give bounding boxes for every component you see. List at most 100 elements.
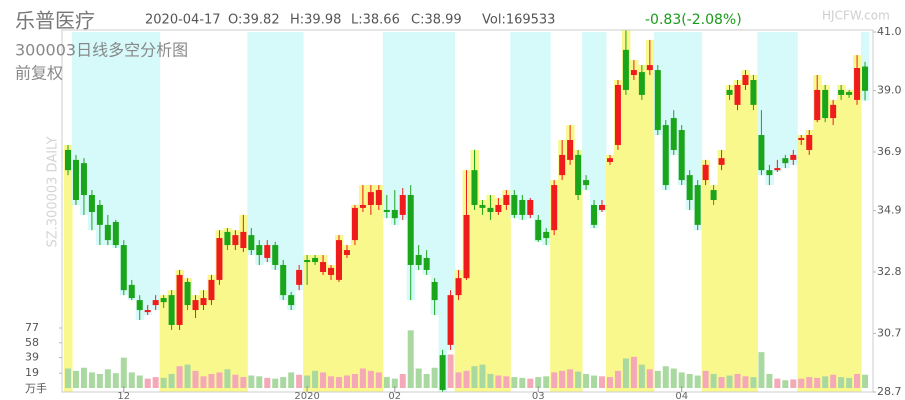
candle-body (734, 84, 741, 105)
candle-body (72, 159, 79, 200)
bear-zone (87, 32, 97, 231)
candle-body (591, 204, 598, 225)
volume-bar (128, 372, 135, 388)
y-tick-label: 30.7 (877, 326, 902, 339)
bull-zone (366, 185, 376, 392)
candle-body (758, 135, 765, 171)
volume-bar (120, 357, 127, 388)
bull-zone (637, 65, 647, 392)
candle-body (567, 140, 574, 160)
candle-body (439, 355, 446, 390)
date: 2020-04-17 (145, 13, 221, 28)
volume-bar (224, 369, 231, 388)
volume-bar (367, 370, 374, 388)
volume-bar (862, 374, 869, 388)
bull-zone (454, 269, 464, 392)
candle-body (750, 80, 757, 105)
volume-bar (65, 368, 71, 388)
bull-zone (805, 130, 814, 393)
bear-zone (255, 32, 264, 265)
candle-body (543, 231, 550, 239)
candle-body (128, 284, 135, 299)
volume-bar (256, 376, 263, 388)
volume-bar (304, 375, 311, 388)
candle-body (614, 84, 621, 145)
y-tick-label: 39.0 (877, 84, 902, 97)
volume-bar (264, 377, 271, 388)
candle-body (304, 260, 311, 263)
volume-bar (112, 373, 119, 388)
bull-zone (829, 99, 838, 392)
candle-body (551, 185, 558, 231)
candle-body (415, 255, 422, 265)
bear-zone (789, 32, 798, 165)
candle-body (782, 158, 789, 164)
volume-bar (136, 375, 143, 388)
bull-zone (741, 70, 750, 393)
bear-zone (542, 32, 551, 246)
volume-bar (527, 378, 534, 388)
candle-body (559, 154, 566, 176)
bull-zone (335, 235, 344, 392)
bull-zone (191, 295, 201, 392)
bull-zone (813, 75, 822, 393)
bull-zone (853, 55, 862, 393)
bear-zone (781, 32, 790, 169)
bull-zone (558, 140, 567, 392)
bear-zone (446, 32, 456, 350)
volume-bar (559, 370, 566, 388)
candle-body (519, 200, 526, 215)
volume-bar (638, 364, 645, 388)
volume-tick-label: 39 (25, 351, 39, 364)
volume-bar (288, 372, 295, 388)
bear-zone (111, 32, 121, 248)
candle-body (638, 72, 645, 95)
y-tick-label: 34.9 (877, 204, 902, 217)
volume-bar (758, 352, 765, 388)
volume-bar (838, 377, 845, 388)
candle-body (296, 269, 303, 285)
volume-bar (511, 377, 518, 388)
bull-zone (574, 149, 583, 392)
bear-zone (765, 32, 774, 186)
bull-zone (183, 278, 193, 392)
candle-body (662, 125, 669, 186)
volume-bar (646, 369, 653, 388)
volume-bar (766, 373, 773, 388)
candle-body (606, 158, 613, 162)
volume-bar (790, 379, 797, 388)
candle-body (96, 204, 103, 225)
bull-zone (167, 290, 177, 392)
bull-zone (709, 185, 719, 392)
volume-bar (447, 354, 454, 388)
candle-body (192, 300, 199, 311)
volume-tick-label: 77 (25, 321, 39, 334)
candle-body (527, 200, 534, 215)
bull-zone (629, 60, 639, 392)
candle-body (136, 300, 143, 311)
bull-zone (223, 228, 232, 392)
candle-body (622, 49, 629, 90)
candle-body (702, 164, 709, 181)
bear-zone (661, 32, 671, 191)
candle-body (487, 207, 494, 212)
volume-bar (822, 376, 829, 388)
candle-body (678, 130, 685, 181)
candle-body (160, 298, 167, 303)
candle-body (798, 137, 805, 140)
y-tick-label: 28.7 (877, 385, 902, 398)
volume-bar (72, 370, 79, 388)
candle-body (335, 240, 342, 280)
bull-zone (550, 180, 559, 392)
candle-body (718, 158, 725, 165)
volume-bar (495, 375, 502, 388)
plot-layer (65, 29, 869, 392)
candle-body (575, 154, 582, 196)
volume-tick-label: 58 (25, 336, 39, 349)
volume-bar (399, 373, 406, 388)
candle-body (686, 175, 693, 200)
bear-zone (757, 32, 766, 176)
volume-bar (383, 377, 390, 388)
bear-zone (295, 32, 304, 291)
candle-body (224, 231, 231, 246)
